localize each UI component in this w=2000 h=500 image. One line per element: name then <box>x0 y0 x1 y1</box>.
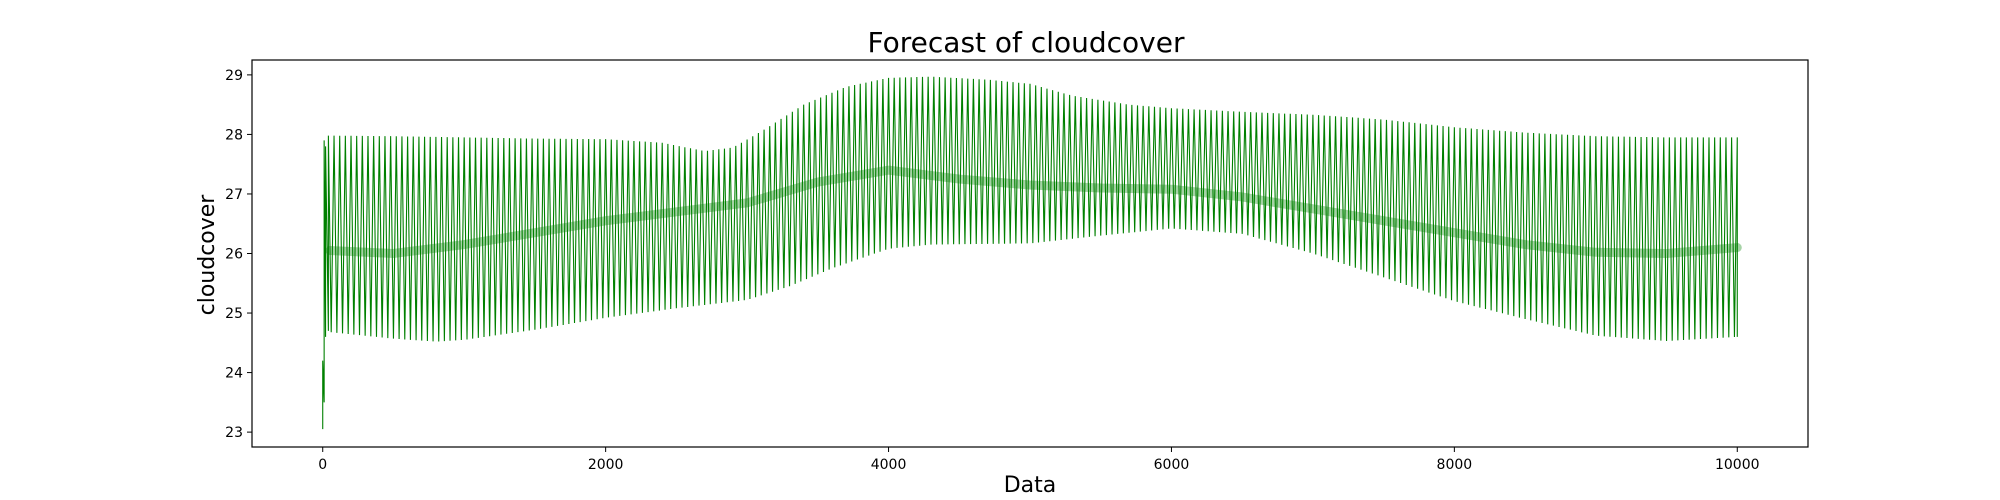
x-axis-ticks: 0 2000 4000 6000 8000 10000 <box>318 447 1760 473</box>
y-tick-label: 25 <box>225 306 243 322</box>
series-layer <box>322 76 1742 430</box>
y-tick-label: 28 <box>225 127 243 143</box>
x-axis-label: Data <box>1004 473 1057 498</box>
x-tick-label: 2000 <box>588 457 624 473</box>
x-tick-label: 0 <box>318 457 327 473</box>
x-tick-label: 8000 <box>1437 457 1473 473</box>
y-tick-label: 23 <box>225 425 243 441</box>
y-tick-label: 29 <box>225 68 243 84</box>
y-tick-label: 26 <box>225 247 243 263</box>
y-tick-label: 27 <box>225 187 243 203</box>
series-center-band <box>325 165 1742 259</box>
x-tick-label: 10000 <box>1715 457 1760 473</box>
x-tick-label: 4000 <box>871 457 907 473</box>
y-axis-label: cloudcover <box>195 194 220 316</box>
y-tick-label: 24 <box>225 366 243 382</box>
series-line <box>322 76 1738 430</box>
chart-title: Forecast of cloudcover <box>868 26 1185 59</box>
y-axis-ticks: 23 24 25 26 27 28 29 <box>225 68 252 441</box>
x-tick-label: 6000 <box>1154 457 1190 473</box>
